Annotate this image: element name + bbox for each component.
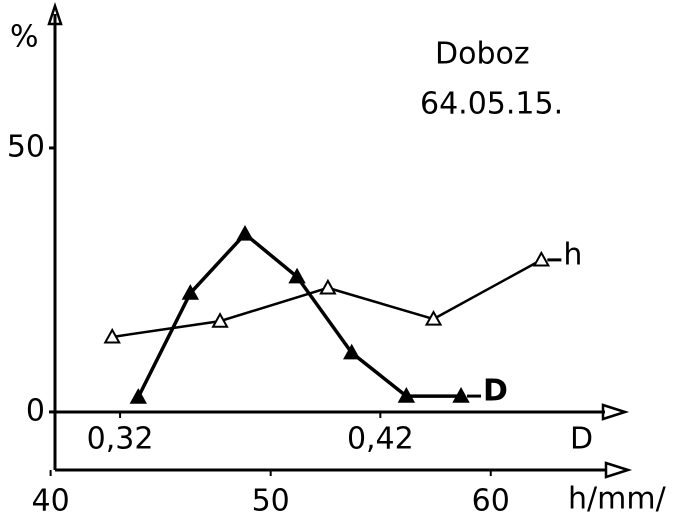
x2-tick-label: 40 (32, 484, 70, 519)
legend-label: h (563, 237, 582, 272)
y-tick-label: 0 (26, 393, 45, 428)
marker (211, 312, 229, 328)
series-line (112, 258, 542, 339)
x2-axis-arrow (604, 461, 633, 479)
marker (319, 278, 337, 295)
x-axis-label: D (570, 422, 593, 457)
marker (424, 309, 443, 326)
chart-title: Doboz (435, 37, 530, 72)
marker (181, 284, 200, 300)
x-tick-label: 0,42 (347, 422, 414, 457)
series-line (136, 231, 462, 398)
marker (129, 388, 147, 404)
y-tick-label: 50 (7, 129, 45, 164)
marker (288, 267, 306, 284)
marker (532, 250, 551, 267)
marker (103, 327, 121, 344)
x-tick-label: 0,32 (87, 422, 154, 457)
y-axis-arrow (47, 2, 63, 26)
chart-subtitle: 64.05.15. (420, 87, 563, 122)
marker (236, 224, 254, 241)
x2-tick-label: 60 (472, 484, 510, 519)
marker (452, 387, 470, 403)
x2-tick-label: 50 (252, 484, 290, 519)
legend-label: D (483, 374, 508, 409)
x2-axis-label: h/mm/ (568, 482, 667, 517)
y-axis-label: % (10, 20, 39, 55)
x-axis-arrow (601, 403, 630, 421)
marker (343, 343, 361, 360)
marker (397, 387, 416, 403)
